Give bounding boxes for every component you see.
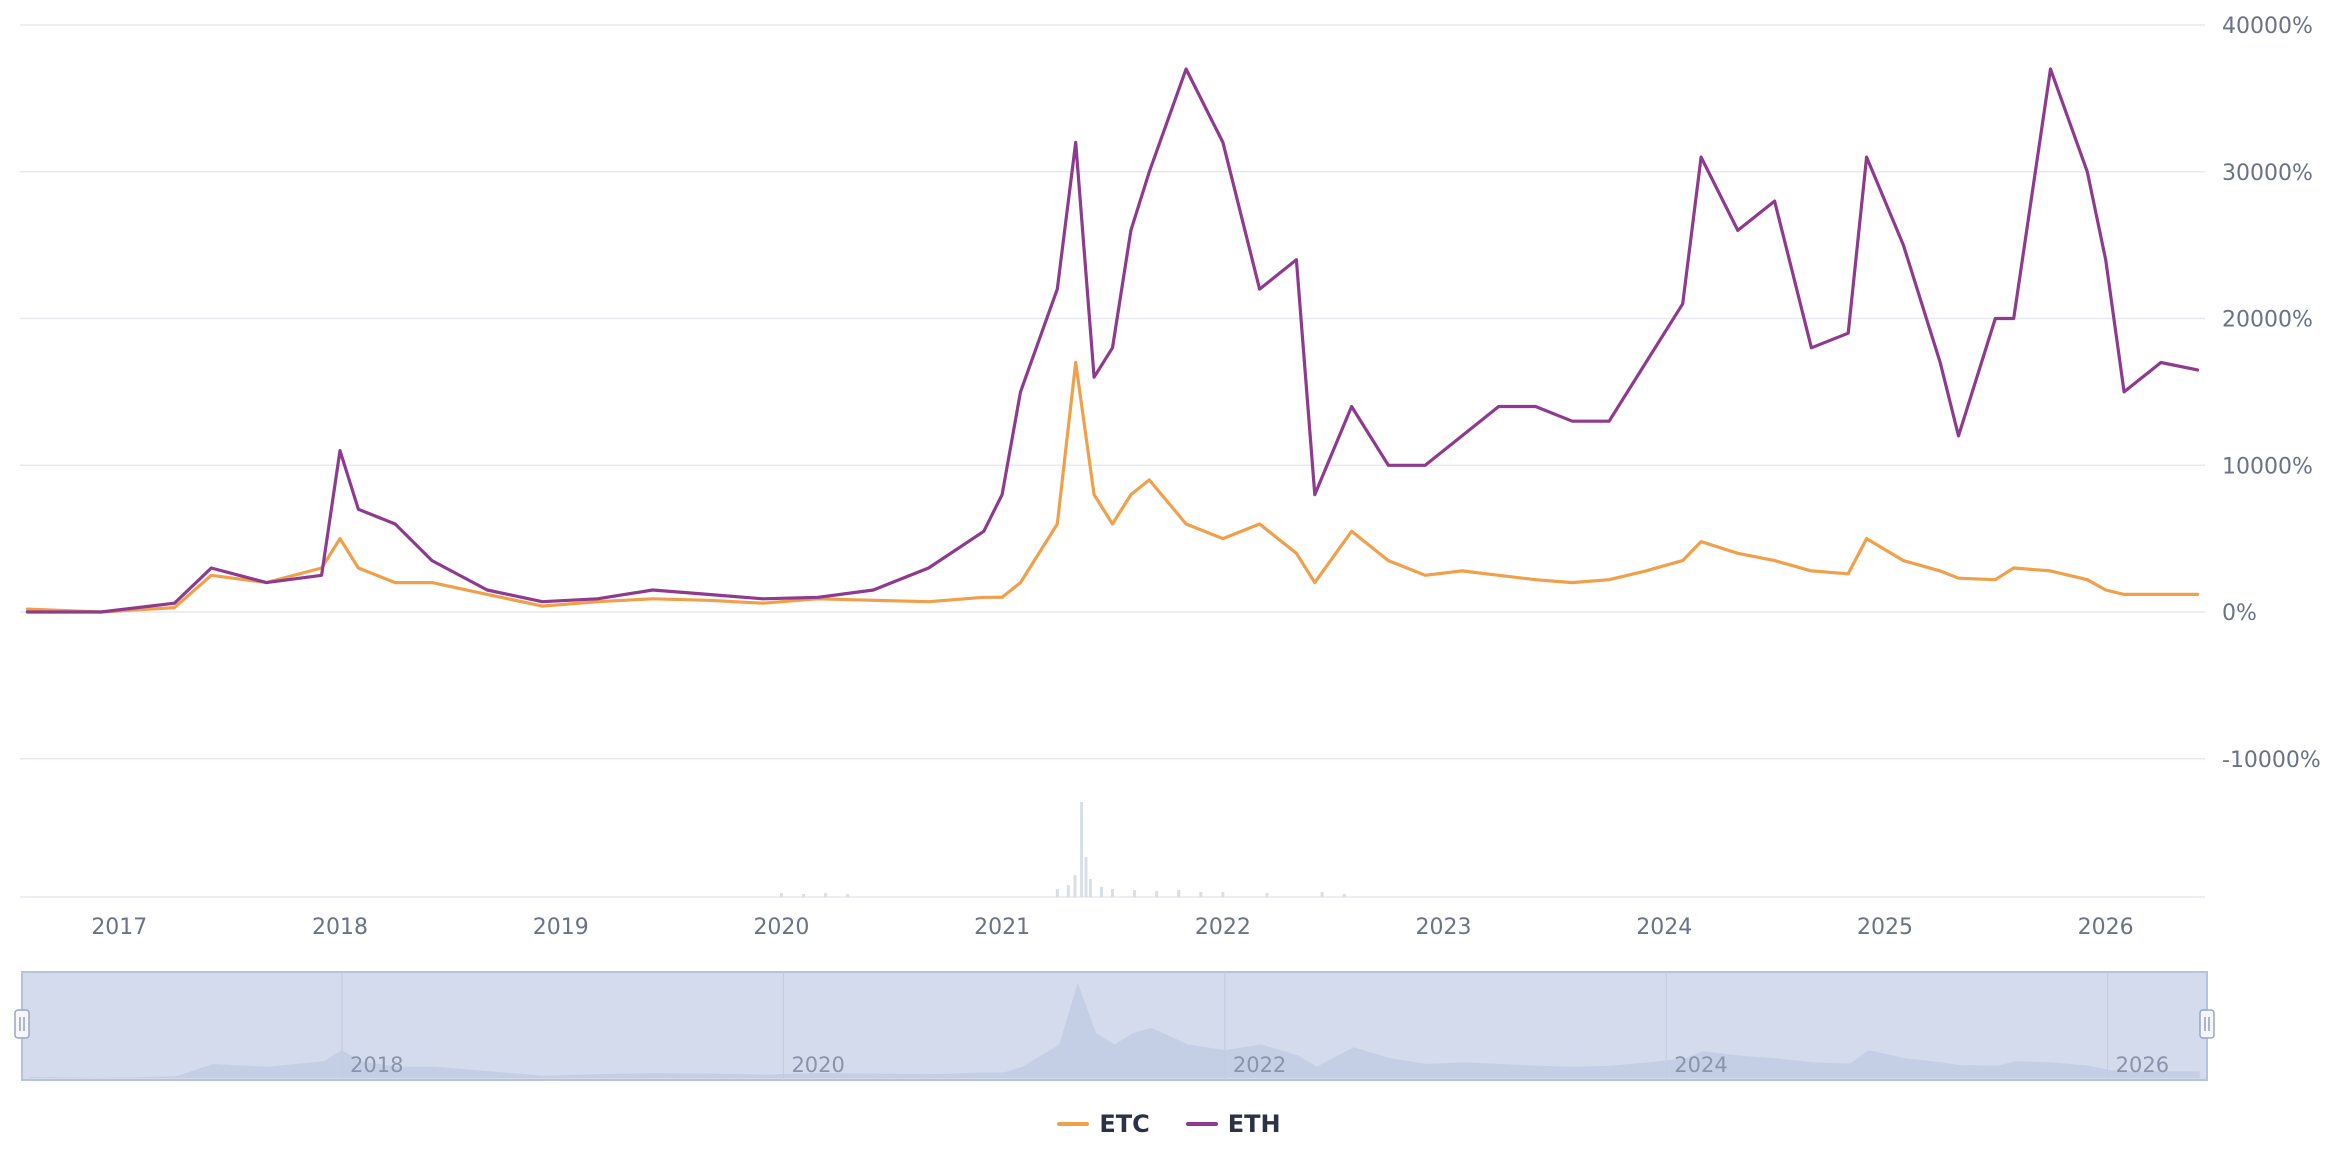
navigator-tick-label: 2018 (350, 1053, 403, 1077)
x-tick-label: 2024 (1636, 915, 1692, 940)
navigator-handle-left[interactable] (14, 1009, 30, 1039)
volume-bar (1320, 892, 1324, 897)
volume-bar (1265, 893, 1269, 897)
navigator-tick-label: 2022 (1233, 1053, 1286, 1077)
handle-grip (14, 1009, 30, 1039)
y-tick-label: 0% (2222, 601, 2257, 626)
volume-bar (802, 894, 806, 897)
volume-bar (1099, 887, 1103, 897)
y-tick-label: 20000% (2222, 308, 2313, 333)
y-axis: 40000% 30000% 20000% 10000% 0% -10000% (2222, 14, 2321, 773)
navigator-tick-label: 2026 (2116, 1053, 2169, 1077)
navigator-tick-label: 2020 (791, 1053, 844, 1077)
volume-bar (1177, 890, 1181, 897)
legend-swatch-eth (1185, 1122, 1218, 1126)
grid-lines (20, 24, 2205, 898)
x-tick-label: 2018 (312, 915, 368, 940)
volume-bar (846, 894, 850, 897)
y-tick-label: 10000% (2222, 454, 2313, 479)
x-tick-label: 2026 (2078, 915, 2134, 940)
legend-swatch-etc (1057, 1122, 1090, 1126)
volume-bar (1342, 894, 1346, 897)
volume-bar (1155, 891, 1159, 897)
x-tick-label: 2021 (974, 915, 1030, 940)
series-line-etc (25, 360, 2200, 614)
y-tick-label: 30000% (2222, 161, 2313, 186)
legend-label-eth: ETH (1227, 1110, 1281, 1138)
volume-bar (824, 893, 828, 897)
x-tick-label: 2025 (1857, 915, 1913, 940)
volume-bar (1199, 892, 1203, 897)
volume-bar (1055, 889, 1059, 897)
volume-bar (1088, 879, 1092, 897)
y-tick-label: -10000% (2222, 748, 2321, 773)
volume-bar (1073, 875, 1077, 897)
legend-label-etc: ETC (1099, 1110, 1150, 1138)
x-tick-label: 2022 (1195, 915, 1251, 940)
volume-bar (1221, 892, 1225, 897)
volume-bar (1066, 885, 1070, 897)
legend-item-eth[interactable]: ETH (1185, 1110, 1281, 1138)
navigator[interactable]: 2018 2020 2022 2024 2026 (14, 971, 2215, 1081)
navigator-series-area (29, 983, 2200, 1078)
volume-bar (1111, 889, 1114, 897)
x-axis: 2017 2018 2019 2020 2021 2022 2023 2024 2025 2026 (91, 915, 2133, 940)
legend-item-etc[interactable]: ETC (1057, 1110, 1150, 1138)
y-tick-label: 40000% (2222, 14, 2313, 39)
x-tick-label: 2017 (91, 915, 147, 940)
series-lines (25, 67, 2200, 614)
handle-grip (2199, 1009, 2215, 1039)
volume-bar (1133, 890, 1137, 897)
volume-bars (779, 802, 1346, 897)
volume-bar (1084, 857, 1088, 897)
legend: ETC ETH (0, 1110, 2338, 1138)
navigator-handle-right[interactable] (2199, 1009, 2215, 1039)
series-line-eth (25, 67, 2200, 614)
volume-bar (779, 893, 783, 897)
x-tick-label: 2020 (753, 915, 809, 940)
x-tick-label: 2023 (1416, 915, 1472, 940)
navigator-tick-label: 2024 (1674, 1053, 1727, 1077)
x-tick-label: 2019 (533, 915, 589, 940)
volume-bar (1080, 802, 1084, 897)
